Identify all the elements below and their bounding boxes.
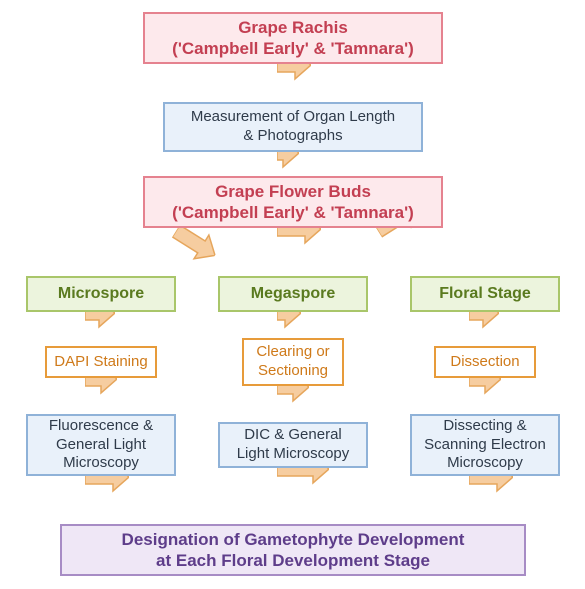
flow-arrow (277, 65, 311, 81)
node-label: Dissecting & (443, 417, 526, 436)
node-label: Grape Flower Buds (215, 181, 371, 202)
node-dissection: Dissection (434, 346, 536, 378)
flow-arrow (469, 477, 513, 493)
node-grape_rachis: Grape Rachis('Campbell Early' & 'Tamnara… (143, 12, 443, 64)
node-microspore: Microspore (26, 276, 176, 312)
node-label: Floral Stage (439, 284, 531, 304)
node-dapi: DAPI Staining (45, 346, 157, 378)
node-label: ('Campbell Early' & 'Tamnara') (172, 38, 414, 59)
flow-arrow (277, 387, 309, 403)
flow-arrow (277, 469, 329, 485)
flow-arrow (277, 313, 301, 329)
flow-arrow (85, 313, 115, 329)
node-label: Dissection (450, 353, 519, 372)
flow-arrow (277, 153, 299, 169)
node-dissecting: Dissecting &Scanning ElectronMicroscopy (410, 414, 560, 476)
node-label: Sectioning (258, 362, 328, 381)
node-label: Microspore (58, 284, 144, 304)
node-label: DIC & General (244, 426, 342, 445)
node-label: at Each Floral Development Stage (156, 550, 430, 571)
node-flower_buds: Grape Flower Buds('Campbell Early' & 'Ta… (143, 176, 443, 228)
node-label: & Photographs (243, 127, 342, 146)
node-label: Microscopy (447, 454, 523, 473)
node-label: Clearing or (256, 343, 329, 362)
node-fluorescence: Fluorescence &General LightMicroscopy (26, 414, 176, 476)
node-label: Fluorescence & (49, 417, 153, 436)
node-designation: Designation of Gametophyte Developmentat… (60, 524, 526, 576)
flow-arrow (85, 477, 129, 493)
node-megaspore: Megaspore (218, 276, 368, 312)
node-label: Designation of Gametophyte Development (122, 529, 465, 550)
node-label: Grape Rachis (238, 17, 348, 38)
node-label: Measurement of Organ Length (191, 108, 395, 127)
node-clearing: Clearing orSectioning (242, 338, 344, 386)
node-label: Megaspore (251, 284, 335, 304)
flow-arrow (168, 231, 215, 269)
node-label: Light Microscopy (237, 445, 350, 464)
node-label: General Light (56, 436, 146, 455)
flow-arrow (277, 229, 321, 245)
node-label: Microscopy (63, 454, 139, 473)
node-label: DAPI Staining (54, 353, 147, 372)
flow-arrow (469, 379, 501, 395)
flow-arrow (85, 379, 117, 395)
flow-arrow (469, 313, 499, 329)
node-label: Scanning Electron (424, 436, 546, 455)
node-floral_stage: Floral Stage (410, 276, 560, 312)
node-dic: DIC & GeneralLight Microscopy (218, 422, 368, 468)
node-label: ('Campbell Early' & 'Tamnara') (172, 202, 414, 223)
node-measurement: Measurement of Organ Length& Photographs (163, 102, 423, 152)
